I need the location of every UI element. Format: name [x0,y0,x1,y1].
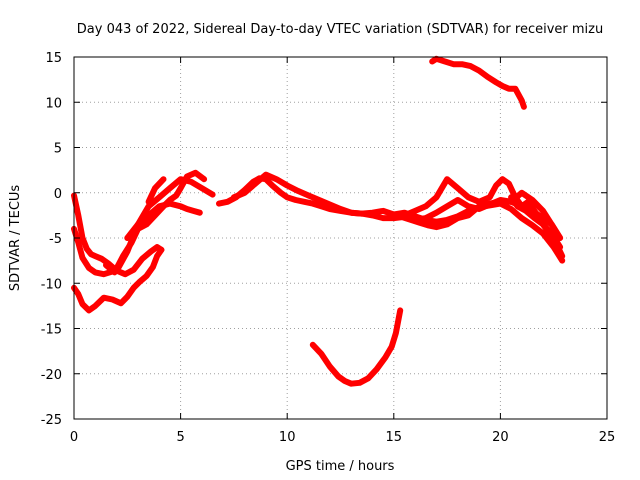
y-tick-label: -5 [49,232,62,247]
x-tick-label: 20 [492,430,509,445]
y-axis-label: SDTVAR / TECUs [8,185,23,292]
x-tick-label: 0 [70,430,78,445]
series-arc-13 [429,55,527,110]
data-series [71,55,566,387]
series-arc-10 [412,189,564,241]
series-arc-8 [230,171,566,264]
y-tick-label: 15 [45,51,62,66]
y-tick-label: 0 [54,187,62,202]
y-tick-label: -20 [41,368,62,383]
series-arc-5 [124,200,203,241]
y-tick-label: 5 [54,142,62,157]
x-tick-label: 10 [279,430,296,445]
x-tick-label: 5 [176,430,184,445]
x-tick-label: 15 [386,430,403,445]
series-arc-12 [309,307,404,387]
chart-title: Day 043 of 2022, Sidereal Day-to-day VTE… [77,22,603,37]
series-arc-11 [508,194,566,260]
x-tick-label: 25 [599,430,616,445]
series-arc-6 [145,176,167,205]
y-tick-label: -25 [41,413,62,428]
series-arc-9 [401,176,564,251]
series-arc-2 [71,246,165,314]
series-arc-4 [103,169,208,276]
y-tick-label: 10 [45,96,62,111]
y-tick-label: -15 [41,323,62,338]
axis-ticks: 0 5 10 15 20 25 -25 -20 -15 -10 -5 0 5 10 15 [41,51,616,445]
y-tick-label: -10 [41,277,62,292]
x-axis-label: GPS time / hours [286,459,395,474]
